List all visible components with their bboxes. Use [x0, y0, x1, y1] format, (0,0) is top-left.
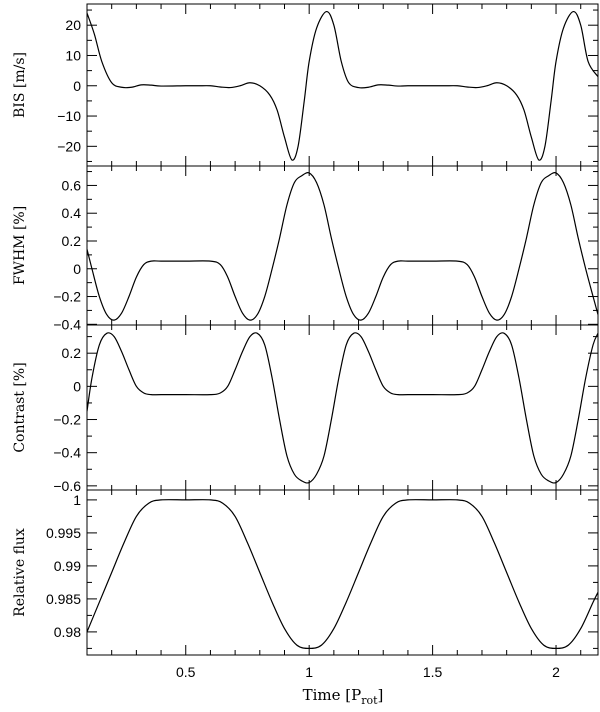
y-axis-label: Contrast [%] [12, 362, 28, 452]
x-axis-label-sub: rot [361, 694, 378, 707]
y-tick-label: −0.2 [53, 289, 81, 305]
y-tick-label: −0.6 [53, 478, 81, 494]
x-tick-label: 1 [305, 664, 313, 680]
panel-frame [86, 324, 599, 491]
y-tick-label: 0.985 [46, 591, 81, 607]
series-line-fwhm [87, 172, 598, 321]
y-tick-label: −20 [57, 138, 81, 154]
y-tick-label: 0.99 [54, 558, 81, 574]
y-tick-label: 1 [73, 492, 81, 508]
x-tick-label: 0.5 [176, 664, 196, 680]
series-line-bis [87, 10, 598, 161]
y-tick-label: 0 [73, 378, 81, 394]
y-tick-label: −0.4 [53, 445, 81, 461]
series-line-flux [87, 499, 598, 649]
y-axis-label: FWHM [%] [12, 206, 28, 285]
y-tick-label: 20 [65, 17, 81, 33]
y-tick-label: 0 [73, 261, 81, 277]
y-tick-label: 0.98 [54, 624, 81, 640]
series-line-contrast [87, 332, 598, 484]
y-axis-label: BIS [m/s] [12, 52, 28, 118]
x-axis-label: Time [Prot] [303, 686, 384, 707]
panel-frame [86, 165, 599, 326]
panel-frame [86, 489, 599, 656]
panel-bis: −20 −10 0 10 20 BIS [m/s] [12, 3, 599, 167]
x-axis-label-main: Time [P [303, 686, 362, 704]
x-tick-label: 2 [552, 664, 560, 680]
y-tick-label: 0.6 [62, 177, 82, 193]
y-axis-label: Relative flux [12, 528, 28, 617]
y-tick-label: −10 [57, 108, 81, 124]
panel-frame [86, 3, 599, 167]
panel-flux: 0.98 0.985 0.99 0.995 1 Relative flux 0.5 1 1.5 2 [12, 489, 599, 680]
panel-fwhm: −0.4 −0.2 0 0.2 0.4 0.6 FWHM [%] [12, 165, 599, 332]
y-tick-label: 0 [73, 78, 81, 94]
y-tick-label: −0.2 [53, 412, 81, 428]
y-tick-label: 0.995 [46, 525, 81, 541]
y-tick-label: 10 [65, 47, 81, 63]
y-tick-label: 0.4 [62, 205, 82, 221]
x-axis-label-close: ] [378, 686, 384, 704]
y-tick-label: 0.2 [62, 233, 82, 249]
y-tick-label: −0.4 [53, 316, 81, 332]
x-tick-label: 1.5 [423, 664, 443, 680]
y-tick-label: 0.2 [62, 345, 82, 361]
panel-contrast: −0.6 −0.4 −0.2 0 0.2 Contrast [%] [12, 324, 599, 494]
